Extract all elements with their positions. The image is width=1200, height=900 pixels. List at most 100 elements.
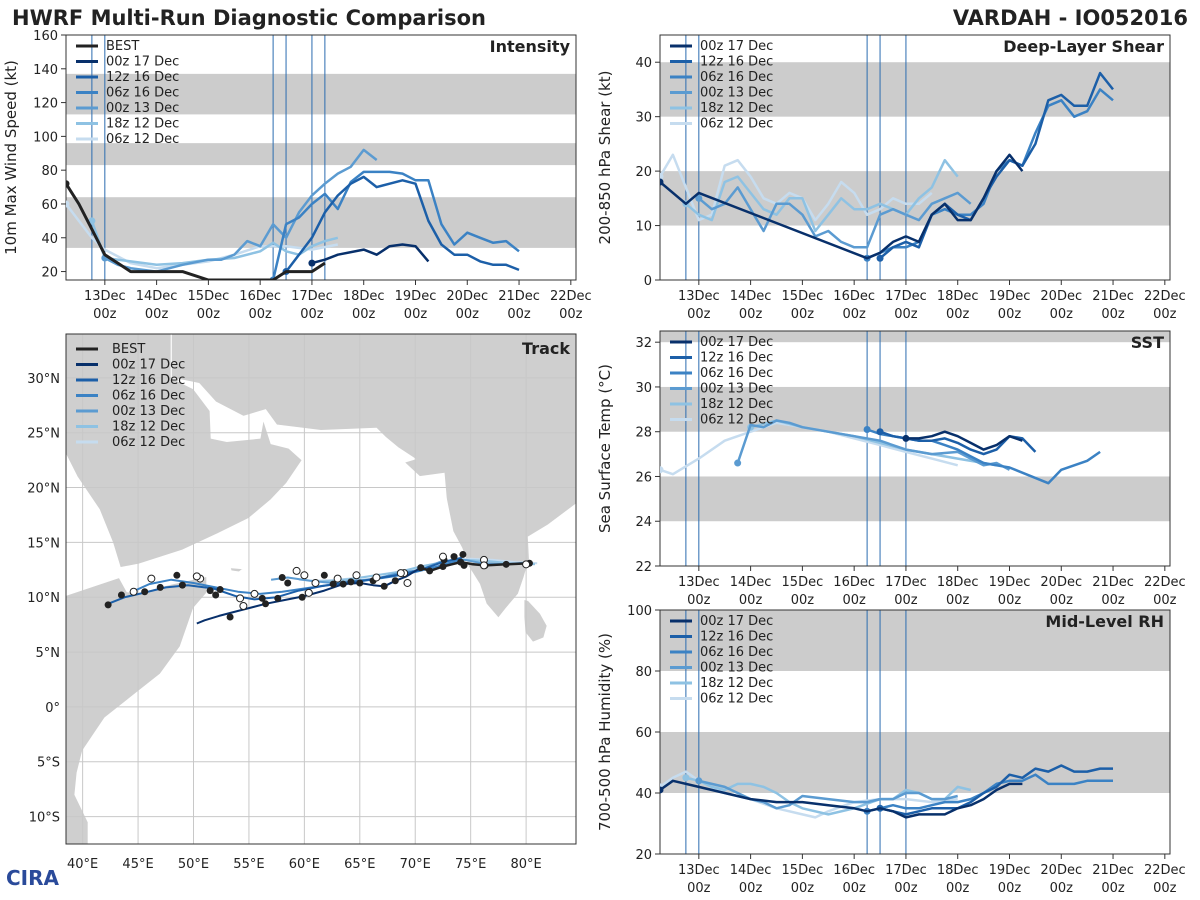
track-marker-filled [459,550,467,558]
shear-legend-label: 06z 12 Dec [700,117,773,132]
intensity-ytick-label: 20 [41,266,58,281]
track-marker-open [304,588,313,597]
intensity-ytick-label: 80 [41,164,58,179]
track-ytick-label: 5°N [36,646,61,661]
shear-xtick-label: 00z [687,307,711,322]
rh-xtick-label: 00z [842,881,866,896]
track-marker-filled [417,564,425,572]
track-xtick-label: 55°E [233,857,264,872]
rh-xtick-label: 00z [998,881,1022,896]
track-marker-filled [216,586,224,594]
track-marker-filled [502,560,510,568]
shear-xtick-label: 00z [1101,307,1125,322]
intensity-series-group [66,148,520,280]
rh-xtick-label: 00z [687,881,711,896]
track-legend-label: 12z 16 Dec [112,373,185,388]
track-marker-filled [380,582,388,590]
shear-xtick-label: 21Dec [1092,289,1134,304]
sst-xtick-label: 00z [791,593,815,608]
sst-ytick-label: 32 [635,336,652,351]
track-xtick-label: 75°E [455,857,486,872]
shear-xtick-label: 00z [894,307,918,322]
intensity-line [90,220,339,267]
shear-xtick-label: 00z [1153,307,1177,322]
intensity-legend-label: BEST [106,39,139,54]
shear-init-marker [660,173,664,181]
intensity-ytick-label: 140 [33,63,58,78]
land-sri-lanka [523,598,548,643]
track-marker-filled [178,581,186,589]
sst-title: SST [1131,333,1164,352]
track-marker-filled [426,567,434,575]
rh-band [660,610,1170,671]
intensity-line [271,170,520,280]
intensity-xtick-label: 18Dec [343,289,385,304]
shear-xtick-label: 15Dec [782,289,824,304]
sst-xtick-label: 18Dec [937,575,979,590]
rh-ytick-label: 80 [635,665,652,680]
track-marker-filled [320,571,328,579]
rh-legend-label: 00z 17 Dec [700,614,773,629]
track-marker-filled [391,577,399,585]
shear-band [660,62,1170,117]
shear-xtick-label: 00z [998,307,1022,322]
track-map-group [66,334,576,844]
track-marker-open [372,573,381,582]
shear-line [685,158,959,233]
shear-legend-label: 00z 17 Dec [700,39,773,54]
track-xtick-label: 65°E [344,857,375,872]
intensity-ytick-label: 120 [33,97,58,112]
track-marker-filled [347,578,355,586]
sst-legend-label: 12z 16 Dec [700,351,773,366]
rh-xtick-label: 00z [894,881,918,896]
rh-xtick-label: 13Dec [678,863,720,878]
track-legend-label: BEST [112,342,145,357]
track-marker-open [292,566,301,575]
sst-xtick-label: 20Dec [1040,575,1082,590]
sst-xtick-label: 00z [1050,593,1074,608]
track-marker-filled [329,580,337,588]
cira-logo-text: CIRA [6,866,59,890]
rh-legend-label: 06z 16 Dec [700,645,773,660]
intensity-xtick-label: 00z [352,307,376,322]
track-xtick-label: 80°E [510,857,541,872]
intensity-xtick-label: 21Dec [498,289,540,304]
sst-xtick-label: 17Dec [885,575,927,590]
track-marker-open [403,578,412,587]
intensity-xtick-label: 00z [145,307,169,322]
track-marker-filled [141,588,149,596]
sst-xtick-label: 15Dec [782,575,824,590]
shear-series-group [660,71,1114,262]
intensity-ytick-label: 160 [33,29,58,44]
intensity-xtick-label: 16Dec [239,289,281,304]
rh-xtick-label: 00z [1153,881,1177,896]
track-marker-filled [258,594,266,602]
rh-title: Mid-Level RH [1045,612,1164,631]
track-marker-open [236,594,245,603]
track-xtick-label: 60°E [289,857,320,872]
intensity-xtick-label: 15Dec [188,289,230,304]
sst-ylabel: Sea Surface Temp (°C) [596,364,614,533]
intensity-xtick-label: 00z [248,307,272,322]
intensity-xtick-label: 20Dec [446,289,488,304]
shear-ylabel: 200-850 hPa Shear (kt) [596,71,614,245]
shear-xtick-label: 00z [1050,307,1074,322]
track-title: Track [522,339,570,358]
rh-xtick-label: 22Dec [1144,863,1186,878]
intensity-ytick-label: 40 [41,232,58,247]
intensity-xtick-label: 22Dec [550,289,592,304]
rh-legend-label: 18z 12 Dec [700,676,773,691]
sst-legend-label: 00z 13 Dec [700,382,773,397]
track-marker-open [311,578,320,587]
intensity-legend-label: 00z 17 Dec [106,55,179,70]
sst-series-group [660,419,1101,485]
shear-frame [659,34,1171,281]
rh-line [660,779,1023,819]
land-socotra [229,567,245,573]
track-marker-filled [274,594,282,602]
intensity-legend-label: 12z 16 Dec [106,70,179,85]
intensity-band [66,143,576,166]
shear-xtick-label: 00z [842,307,866,322]
rh-legend-label: 00z 13 Dec [700,661,773,676]
sst-line [736,419,1011,471]
